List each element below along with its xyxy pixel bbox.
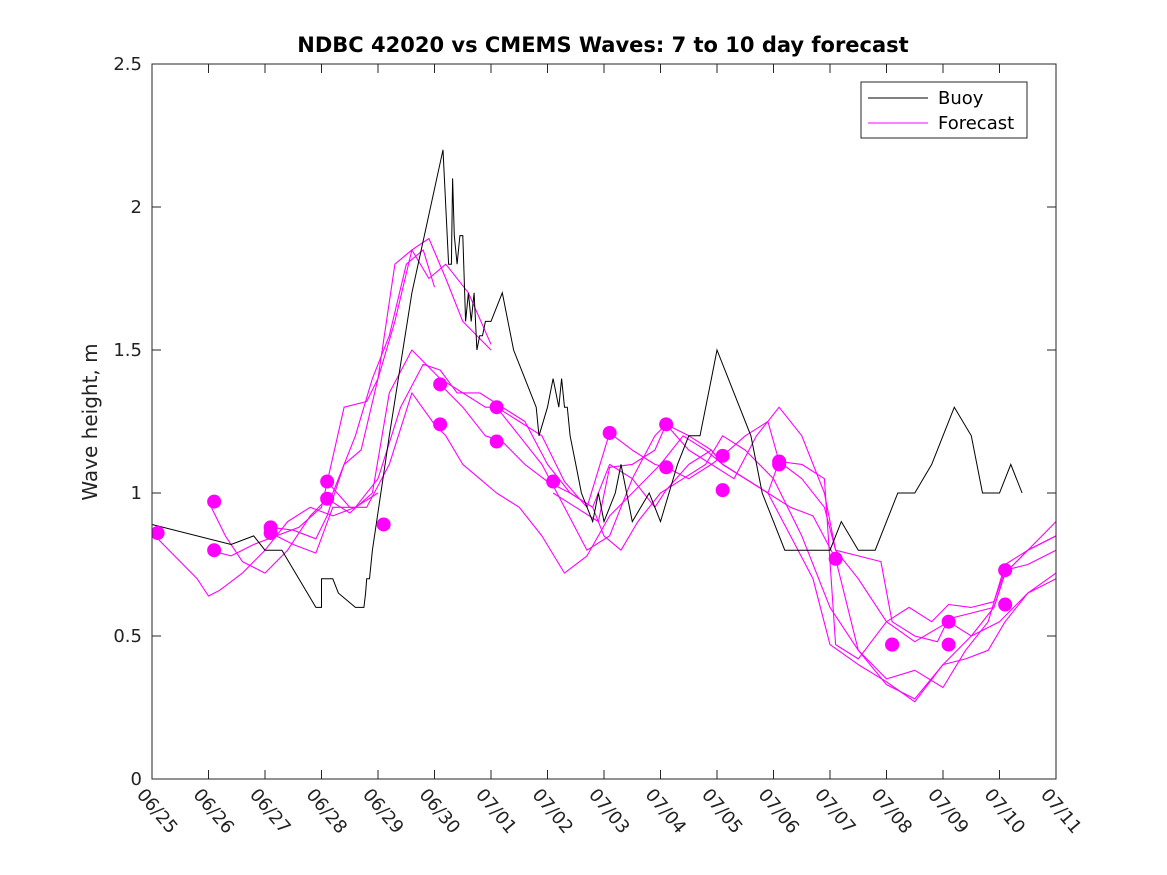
forecast-marker bbox=[320, 491, 335, 506]
forecast-marker bbox=[433, 377, 448, 392]
forecast-marker bbox=[602, 425, 617, 440]
forecast-marker bbox=[715, 448, 730, 463]
forecast-line-9 bbox=[496, 406, 1056, 660]
forecast-line-3 bbox=[208, 237, 492, 557]
legend: Buoy Forecast bbox=[860, 81, 1028, 139]
forecast-line-1 bbox=[152, 492, 379, 597]
y-tick-label: 0.5 bbox=[113, 626, 142, 647]
forecast-marker bbox=[376, 517, 391, 532]
y-tick-label: 1.5 bbox=[113, 340, 142, 361]
y-tick-label: 2 bbox=[131, 197, 142, 218]
forecast-marker bbox=[941, 614, 956, 629]
legend-forecast-label: Forecast bbox=[938, 113, 1014, 134]
series-layer bbox=[152, 149, 1056, 703]
forecast-marker bbox=[715, 483, 730, 498]
marker-layer bbox=[152, 377, 1013, 652]
forecast-marker bbox=[546, 474, 561, 489]
forecast-line-10 bbox=[552, 423, 1056, 643]
forecast-marker bbox=[772, 454, 787, 469]
y-tick-label: 1 bbox=[131, 483, 142, 504]
forecast-marker bbox=[207, 494, 222, 509]
forecast-marker bbox=[941, 637, 956, 652]
forecast-line-2 bbox=[208, 249, 436, 574]
forecast-line-7 bbox=[326, 349, 1056, 643]
forecast-marker bbox=[885, 637, 900, 652]
y-axis-label: Wave height, m bbox=[78, 343, 102, 500]
forecast-marker bbox=[433, 417, 448, 432]
buoy-line bbox=[152, 149, 1023, 608]
y-tick-label: 2.5 bbox=[113, 54, 142, 75]
forecast-marker bbox=[320, 474, 335, 489]
forecast-marker bbox=[489, 400, 504, 415]
y-tick-label: 0 bbox=[131, 769, 142, 790]
forecast-marker bbox=[152, 526, 165, 541]
forecast-marker bbox=[659, 417, 674, 432]
legend-box bbox=[860, 81, 1028, 139]
forecast-line-4 bbox=[270, 249, 492, 540]
forecast-marker bbox=[828, 551, 843, 566]
forecast-marker bbox=[263, 526, 278, 541]
forecast-marker bbox=[207, 543, 222, 558]
forecast-marker bbox=[489, 434, 504, 449]
forecast-marker bbox=[659, 460, 674, 475]
forecast-line-5 bbox=[270, 363, 1056, 700]
forecast-marker bbox=[998, 563, 1013, 578]
chart-title: NDBC 42020 vs CMEMS Waves: 7 to 10 day f… bbox=[297, 33, 908, 57]
y-axis: 0 0.5 1 1.5 2 2.5 bbox=[113, 54, 1056, 790]
legend-buoy-label: Buoy bbox=[938, 88, 984, 109]
forecast-marker bbox=[998, 597, 1013, 612]
